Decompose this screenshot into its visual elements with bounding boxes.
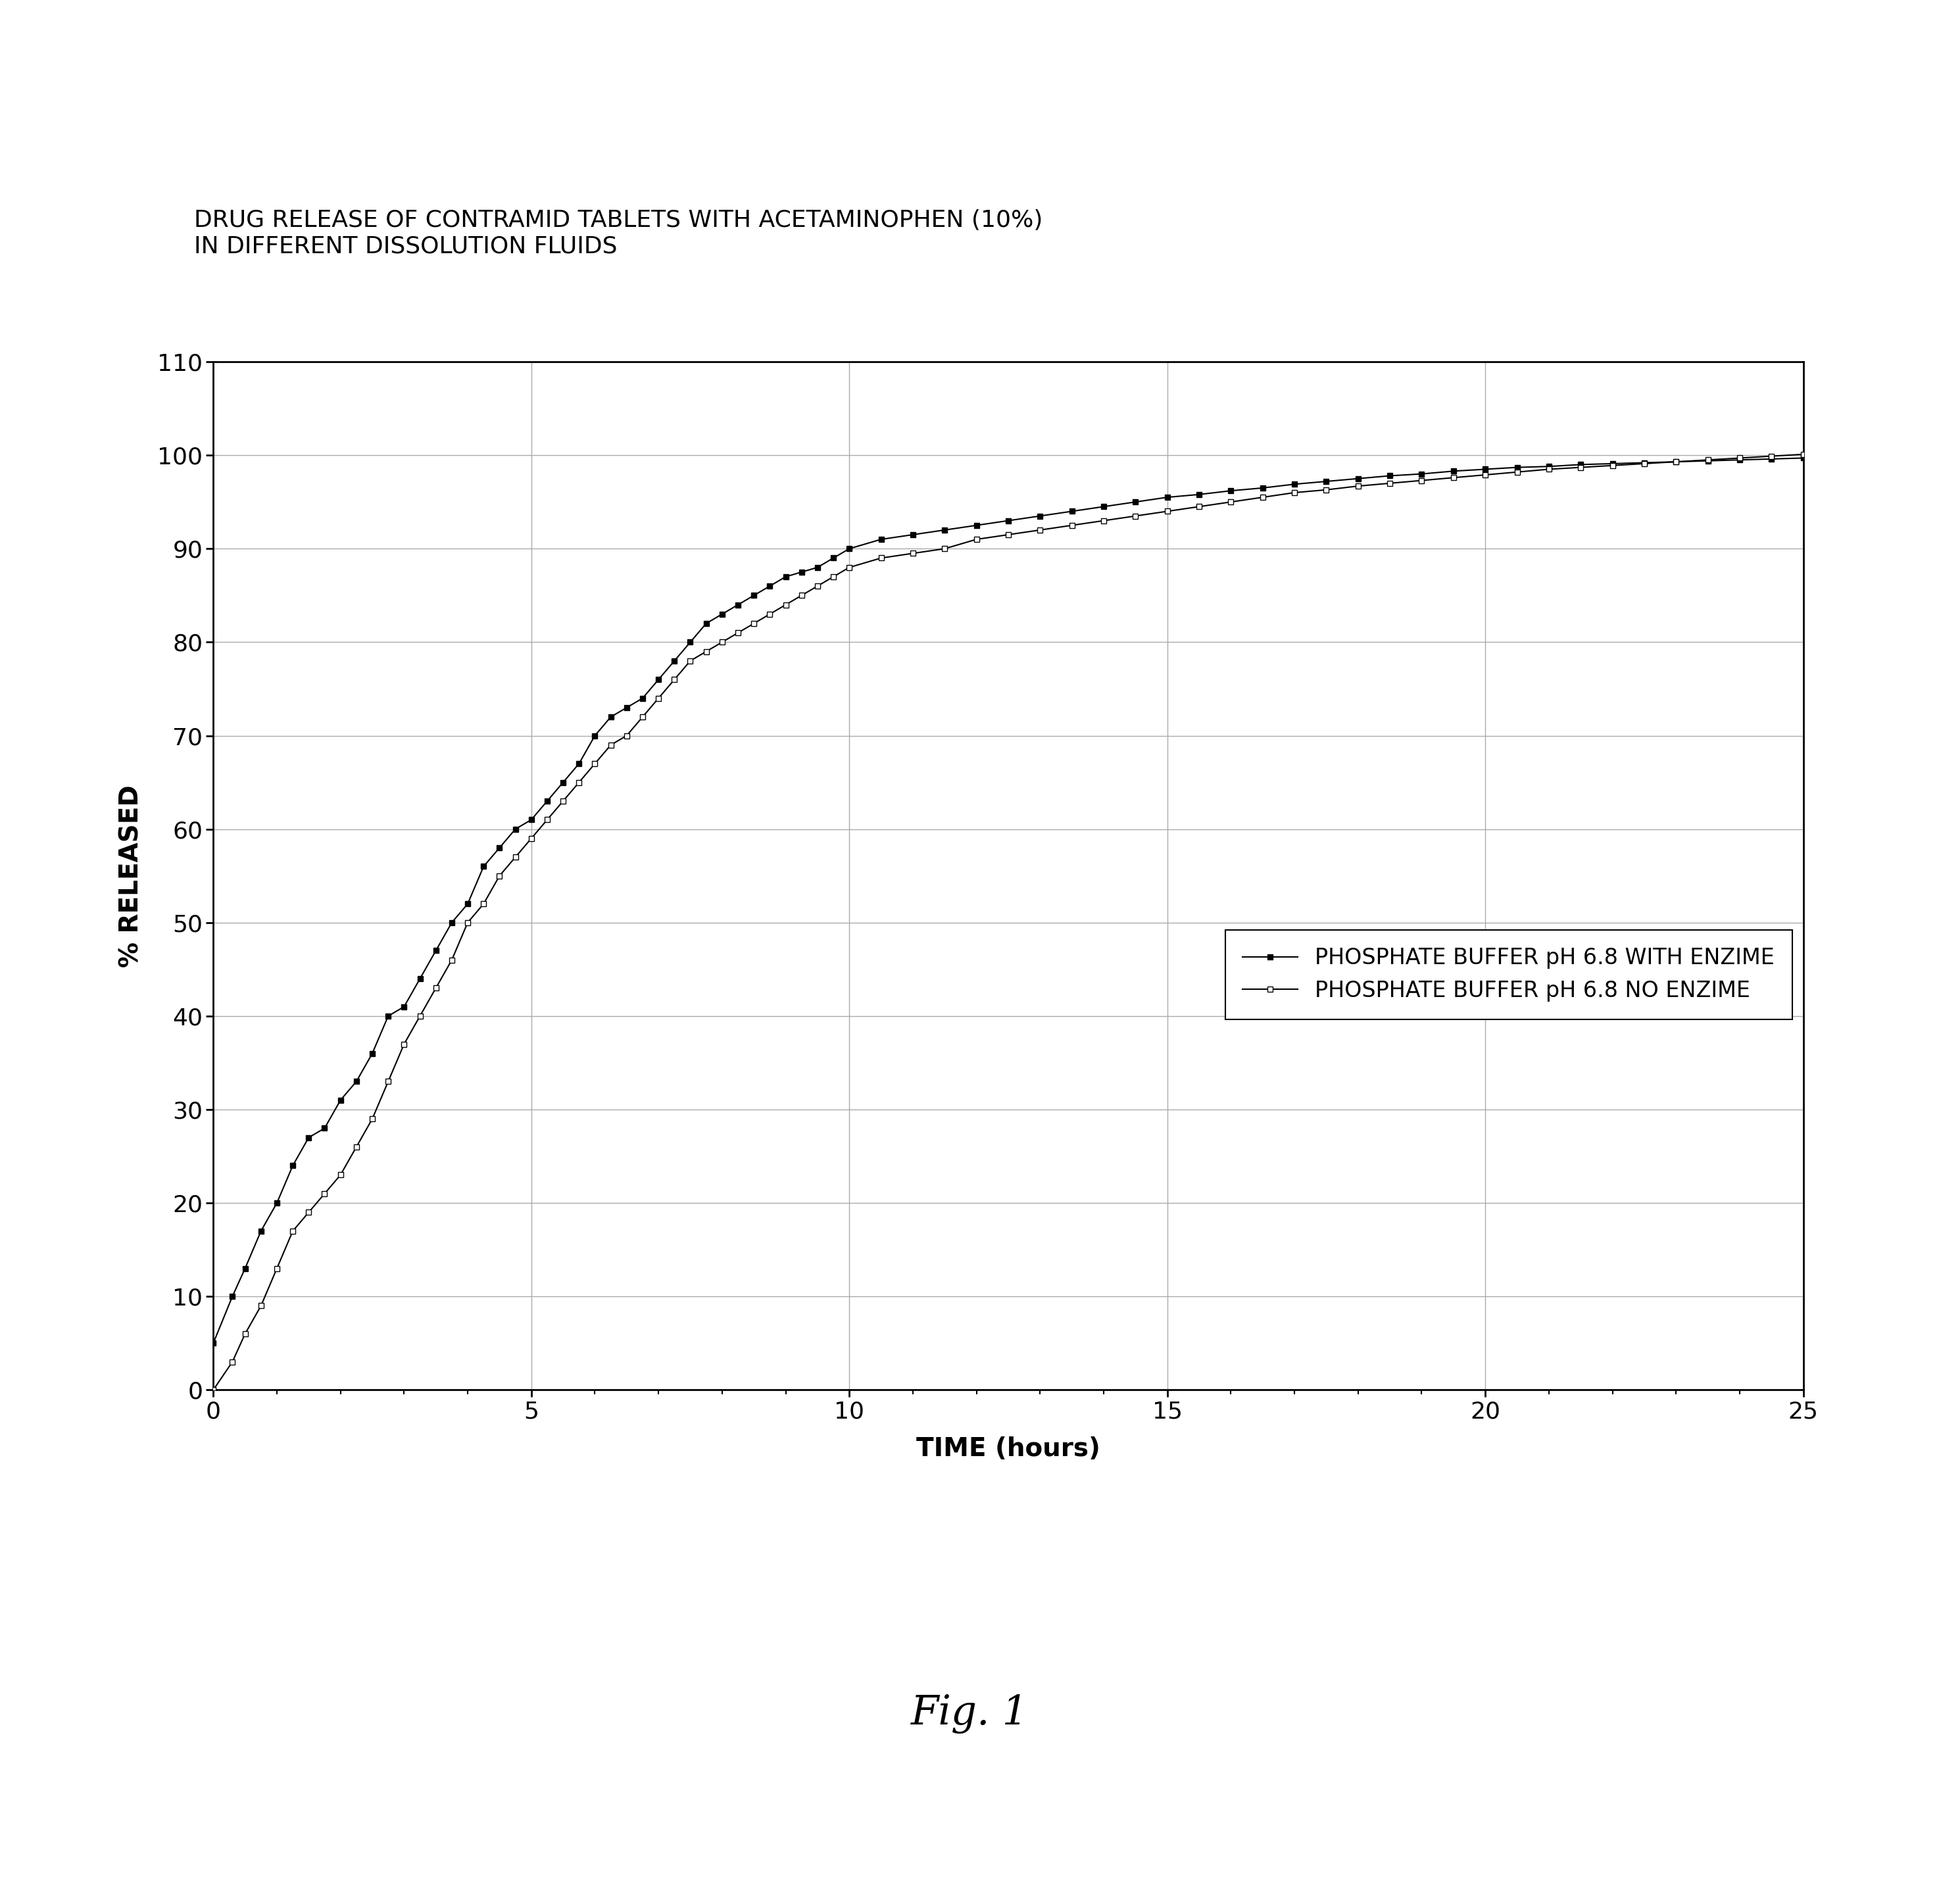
- X-axis label: TIME (hours): TIME (hours): [917, 1436, 1099, 1462]
- Text: Fig. 1: Fig. 1: [911, 1695, 1028, 1733]
- PHOSPHATE BUFFER pH 6.8 NO ENZIME: [1792, 444, 1815, 466]
- PHOSPHATE BUFFER pH 6.8 WITH ENZIME: [615, 697, 638, 720]
- Text: DRUG RELEASE OF CONTRAMID TABLETS WITH ACETAMINOPHEN (10%)
IN DIFFERENT DISSOLUT: DRUG RELEASE OF CONTRAMID TABLETS WITH A…: [194, 209, 1043, 257]
- PHOSPHATE BUFFER pH 6.8 WITH ENZIME: [520, 809, 543, 832]
- PHOSPHATE BUFFER pH 6.8 NO ENZIME: [902, 543, 925, 565]
- PHOSPHATE BUFFER pH 6.8 NO ENZIME: [202, 1378, 225, 1401]
- PHOSPHATE BUFFER pH 6.8 WITH ENZIME: [743, 585, 766, 607]
- PHOSPHATE BUFFER pH 6.8 WITH ENZIME: [233, 1257, 256, 1279]
- PHOSPHATE BUFFER pH 6.8 NO ENZIME: [743, 611, 766, 634]
- Line: PHOSPHATE BUFFER pH 6.8 NO ENZIME: PHOSPHATE BUFFER pH 6.8 NO ENZIME: [211, 451, 1805, 1392]
- Line: PHOSPHATE BUFFER pH 6.8 WITH ENZIME: PHOSPHATE BUFFER pH 6.8 WITH ENZIME: [211, 455, 1805, 1346]
- PHOSPHATE BUFFER pH 6.8 NO ENZIME: [615, 724, 638, 746]
- PHOSPHATE BUFFER pH 6.8 WITH ENZIME: [902, 524, 925, 546]
- Y-axis label: % RELEASED: % RELEASED: [118, 784, 143, 967]
- PHOSPHATE BUFFER pH 6.8 WITH ENZIME: [1792, 447, 1815, 470]
- PHOSPHATE BUFFER pH 6.8 NO ENZIME: [520, 826, 543, 849]
- PHOSPHATE BUFFER pH 6.8 WITH ENZIME: [1664, 451, 1687, 474]
- PHOSPHATE BUFFER pH 6.8 NO ENZIME: [1664, 451, 1687, 474]
- Legend: PHOSPHATE BUFFER pH 6.8 WITH ENZIME, PHOSPHATE BUFFER pH 6.8 NO ENZIME: PHOSPHATE BUFFER pH 6.8 WITH ENZIME, PHO…: [1225, 929, 1792, 1019]
- PHOSPHATE BUFFER pH 6.8 NO ENZIME: [233, 1323, 256, 1346]
- PHOSPHATE BUFFER pH 6.8 WITH ENZIME: [202, 1331, 225, 1354]
